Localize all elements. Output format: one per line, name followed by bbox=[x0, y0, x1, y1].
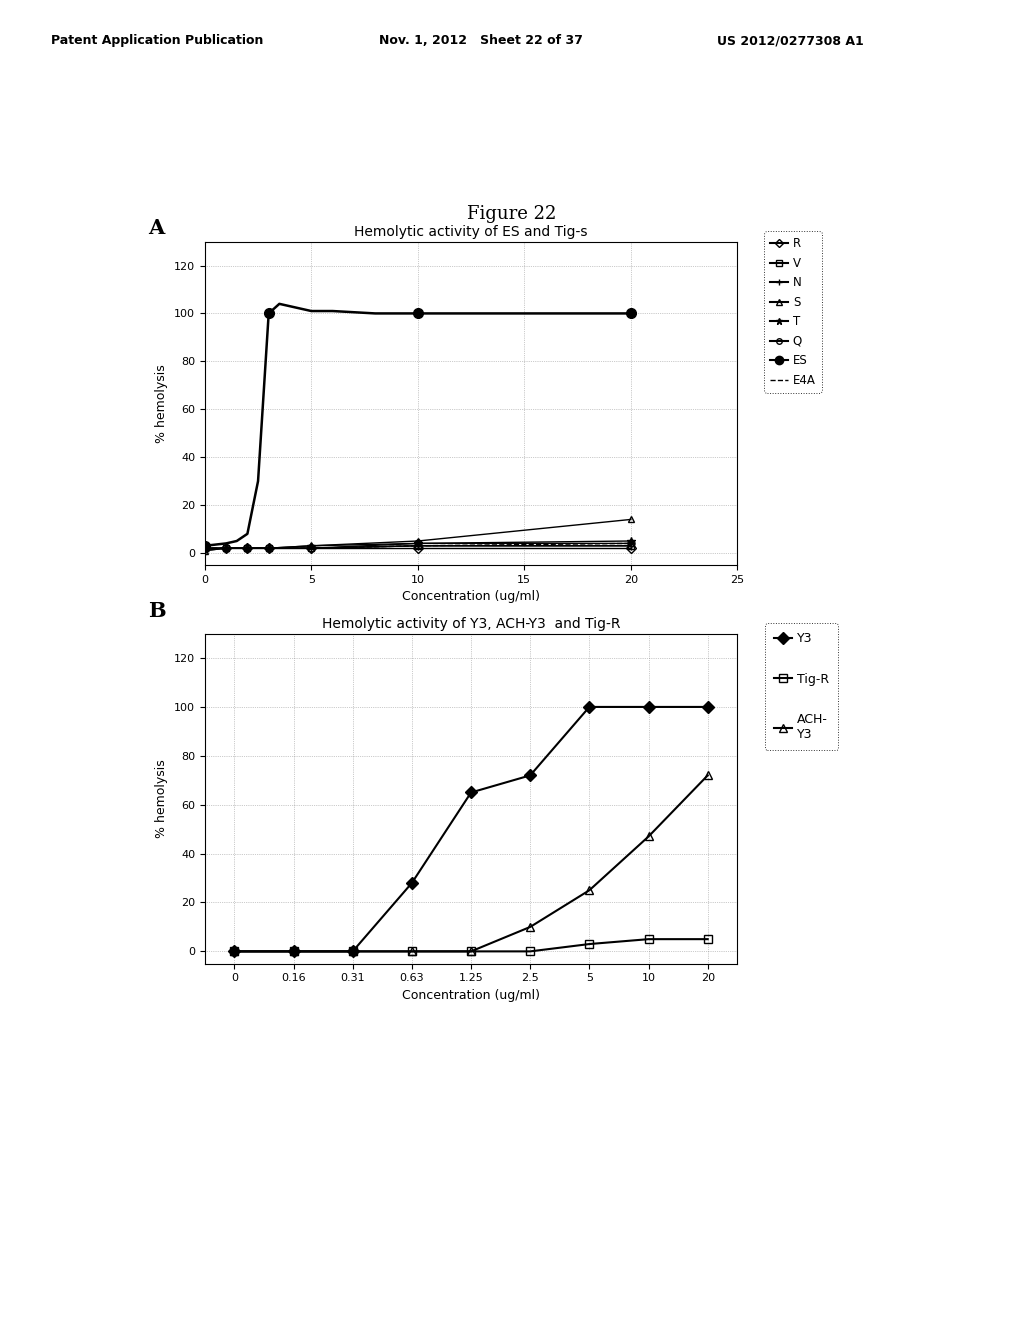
Title: Hemolytic activity of ES and Tig-s: Hemolytic activity of ES and Tig-s bbox=[354, 224, 588, 239]
Legend: Y3, Tig-R, ACH-
Y3: Y3, Tig-R, ACH- Y3 bbox=[765, 623, 839, 750]
Text: US 2012/0277308 A1: US 2012/0277308 A1 bbox=[717, 34, 863, 48]
X-axis label: Concentration (ug/ml): Concentration (ug/ml) bbox=[402, 590, 540, 603]
Legend: R, V, N, S, T, Q, ES, E4A: R, V, N, S, T, Q, ES, E4A bbox=[765, 231, 821, 392]
Text: A: A bbox=[148, 218, 165, 238]
Y-axis label: % hemolysis: % hemolysis bbox=[156, 759, 168, 838]
Text: Patent Application Publication: Patent Application Publication bbox=[51, 34, 263, 48]
X-axis label: Concentration (ug/ml): Concentration (ug/ml) bbox=[402, 989, 540, 1002]
Text: Nov. 1, 2012   Sheet 22 of 37: Nov. 1, 2012 Sheet 22 of 37 bbox=[379, 34, 583, 48]
Text: Figure 22: Figure 22 bbox=[467, 205, 557, 223]
Text: B: B bbox=[148, 601, 166, 620]
Title: Hemolytic activity of Y3, ACH-Y3  and Tig-R: Hemolytic activity of Y3, ACH-Y3 and Tig… bbox=[322, 616, 621, 631]
Y-axis label: % hemolysis: % hemolysis bbox=[156, 364, 168, 442]
